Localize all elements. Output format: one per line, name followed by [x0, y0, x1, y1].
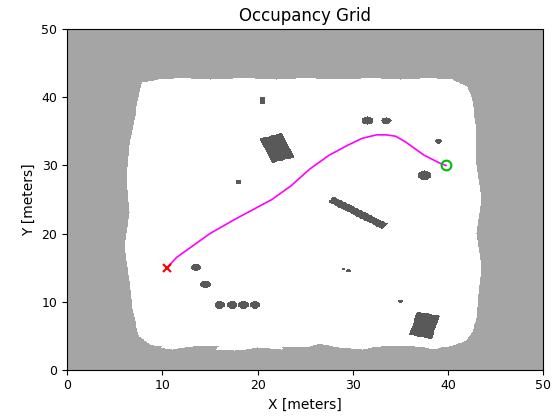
X-axis label: X [meters]: X [meters]	[268, 398, 342, 412]
Y-axis label: Y [meters]: Y [meters]	[22, 163, 36, 236]
Title: Occupancy Grid: Occupancy Grid	[239, 7, 371, 25]
